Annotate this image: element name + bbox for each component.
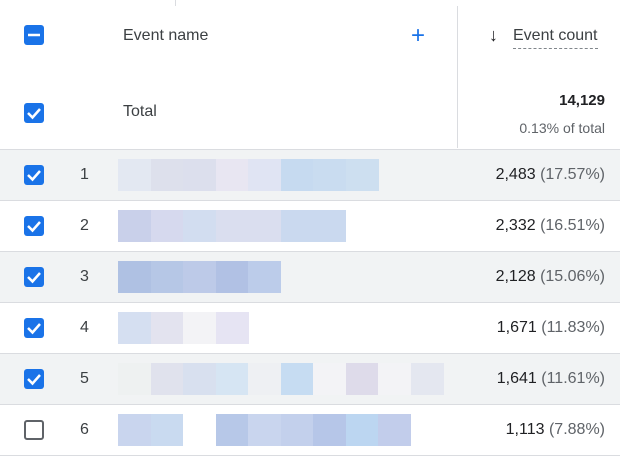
share: (15.06%) <box>540 268 605 285</box>
minus-icon <box>28 33 40 37</box>
redacted-block <box>378 363 411 395</box>
share: (11.61%) <box>541 370 605 387</box>
redacted-block <box>248 363 281 395</box>
checkbox[interactable] <box>24 216 44 236</box>
redacted-block <box>313 210 346 242</box>
redacted-block <box>118 159 151 191</box>
checkbox[interactable] <box>24 318 44 338</box>
redacted-block <box>183 261 216 293</box>
redacted-block <box>313 363 346 395</box>
sort-icon[interactable]: ↓ <box>489 25 498 45</box>
redacted-block <box>410 363 444 395</box>
rank: 5 <box>80 370 89 387</box>
redacted-block <box>248 210 281 242</box>
redacted-block <box>313 159 346 191</box>
count: 2,332 <box>495 217 536 234</box>
redacted-block <box>118 261 151 293</box>
redacted-block <box>118 363 151 395</box>
event-count: 2,128 (15.06%) <box>496 268 605 286</box>
redacted-block <box>150 363 184 395</box>
share: (7.88%) <box>548 421 605 438</box>
redacted-block <box>183 210 216 242</box>
redacted-block <box>118 312 151 344</box>
redacted-block <box>183 414 216 446</box>
redacted-block <box>150 210 184 242</box>
event-count: 1,641 (11.61%) <box>497 370 605 388</box>
share: (11.83%) <box>541 319 605 336</box>
redacted-block <box>280 210 314 242</box>
redacted-block <box>215 210 249 242</box>
check-icon <box>27 374 41 386</box>
divider <box>175 0 176 6</box>
rank: 4 <box>80 319 89 336</box>
event-count: 1,671 (11.83%) <box>497 319 605 337</box>
rank: 6 <box>80 421 89 438</box>
add-dimension-button[interactable]: + <box>411 22 426 49</box>
table-row[interactable]: 3 2,128 (15.06%) <box>0 251 620 302</box>
total-share: 0.13% of total <box>519 120 605 136</box>
redacted-block <box>345 363 379 395</box>
check-icon <box>27 323 41 335</box>
count: 2,483 <box>495 166 536 183</box>
event-count: 1,113 (7.88%) <box>506 421 605 439</box>
table-row[interactable]: 5 1,641 (11.61%) <box>0 353 620 404</box>
redacted-block <box>215 363 249 395</box>
count: 1,641 <box>496 370 537 387</box>
redacted-block <box>118 210 151 242</box>
count: 2,128 <box>495 268 536 285</box>
redacted-block <box>345 414 379 446</box>
event-count: 2,332 (16.51%) <box>496 217 605 235</box>
check-icon <box>27 221 41 233</box>
redacted-block <box>215 414 249 446</box>
redacted-block <box>150 312 184 344</box>
redacted-block <box>215 261 249 293</box>
column-header[interactable]: Event count <box>513 27 598 49</box>
redacted-block <box>150 414 184 446</box>
total-value: 14,129 <box>559 92 605 109</box>
column-header[interactable]: Event name <box>123 27 209 44</box>
count: 1,113 <box>505 421 545 438</box>
redacted-block <box>248 261 281 293</box>
redacted-block <box>248 159 281 191</box>
check-icon <box>27 108 41 120</box>
rank: 3 <box>80 268 89 285</box>
redacted-block <box>183 159 216 191</box>
redacted-block <box>345 159 379 191</box>
check-icon <box>27 272 41 284</box>
redacted-block <box>150 261 184 293</box>
redacted-block <box>280 414 314 446</box>
redacted-block <box>183 312 216 344</box>
checkbox[interactable] <box>24 369 44 389</box>
divider <box>457 6 458 148</box>
total-label: Total <box>123 103 157 120</box>
redacted-block <box>280 363 314 395</box>
select-all-checkbox[interactable] <box>24 25 44 45</box>
checkbox[interactable] <box>24 420 44 440</box>
redacted-block <box>150 159 184 191</box>
table-row[interactable]: 4 1,671 (11.83%) <box>0 302 620 353</box>
rank: 1 <box>80 166 89 183</box>
checkbox[interactable] <box>24 103 44 123</box>
redacted-block <box>118 414 151 446</box>
checkbox[interactable] <box>24 267 44 287</box>
share: (16.51%) <box>540 217 605 234</box>
check-icon <box>27 170 41 182</box>
redacted-block <box>280 159 314 191</box>
redacted-block <box>215 159 249 191</box>
share: (17.57%) <box>540 166 605 183</box>
table-row[interactable]: 1 2,483 (17.57%) <box>0 149 620 200</box>
count: 1,671 <box>496 319 537 336</box>
rank: 2 <box>80 217 89 234</box>
redacted-block <box>378 414 411 446</box>
redacted-block <box>313 414 346 446</box>
redacted-block <box>248 414 281 446</box>
table-row[interactable]: 6 1,113 (7.88%) <box>0 404 620 455</box>
event-count: 2,483 (17.57%) <box>496 166 605 184</box>
checkbox[interactable] <box>24 165 44 185</box>
redacted-block <box>215 312 249 344</box>
redacted-block <box>183 363 216 395</box>
table-row[interactable]: 2 2,332 (16.51%) <box>0 200 620 251</box>
